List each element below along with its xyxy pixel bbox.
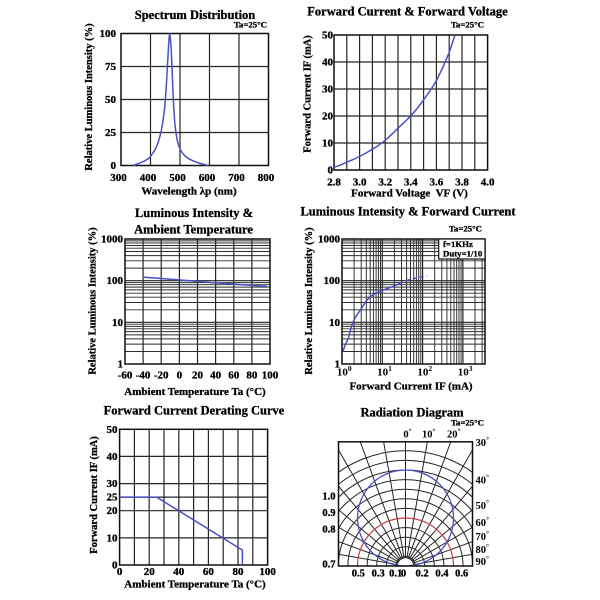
svg-text:Forward Voltage VF (V): Forward Voltage VF (V) [351,188,468,200]
svg-text:75: 75 [105,61,117,73]
svg-text:10: 10 [107,532,119,544]
svg-text:Ta=25°C: Ta=25°C [449,224,482,234]
svg-text:Forward Current Derating Curve: Forward Current Derating Curve [104,404,285,418]
svg-text:0.8: 0.8 [322,525,335,536]
svg-text:1.0: 1.0 [322,492,335,503]
svg-text:400: 400 [140,172,157,184]
svg-text:10: 10 [329,317,341,329]
svg-text:4.0: 4.0 [481,177,495,189]
svg-text:10: 10 [322,138,334,150]
svg-text:100: 100 [262,370,279,382]
svg-text:0.2: 0.2 [415,569,428,580]
svg-text:50°: 50° [476,498,490,512]
svg-text:Radiation Diagram: Radiation Diagram [360,406,464,420]
svg-text:2.8: 2.8 [327,177,341,189]
svg-text:60°: 60° [476,515,490,529]
svg-text:100: 100 [100,28,117,40]
svg-text:Ambient Temperature Ta (°C): Ambient Temperature Ta (°C) [124,579,266,591]
svg-text:Luminous Intensity &: Luminous Intensity & [135,206,253,220]
svg-text:40°: 40° [476,473,490,487]
svg-text:100: 100 [259,566,276,578]
svg-text:-60: -60 [118,370,133,382]
svg-text:Forward Current IF (mA): Forward Current IF (mA) [302,35,313,153]
svg-text:20°: 20° [447,427,461,441]
svg-text:80: 80 [246,370,258,382]
svg-text:3.0: 3.0 [353,177,367,189]
svg-text:0: 0 [112,560,118,572]
svg-text:40: 40 [210,370,222,382]
svg-text:60: 60 [203,566,215,578]
svg-text:3.6: 3.6 [430,177,444,189]
svg-text:Ta=25°C: Ta=25°C [234,20,267,30]
svg-text:0: 0 [177,370,183,382]
svg-text:Relative Luminous Intensity (%: Relative Luminous Intensity (%) [304,227,315,375]
svg-text:0: 0 [111,160,117,172]
svg-text:Forward Current & Forward Volt: Forward Current & Forward Voltage [307,5,508,19]
svg-text:40: 40 [322,57,334,69]
svg-text:40: 40 [173,566,185,578]
svg-text:30°: 30° [476,435,490,449]
svg-text:0: 0 [328,165,334,177]
svg-text:10°: 10° [422,427,436,441]
svg-text:0.9: 0.9 [322,508,335,519]
svg-text:700: 700 [228,172,245,184]
svg-text:Ta=25°C: Ta=25°C [451,418,484,428]
svg-text:50: 50 [107,424,119,436]
svg-text:Duty=1/10: Duty=1/10 [443,249,483,259]
svg-text:1000: 1000 [318,234,341,246]
svg-text:Ambient Temperature Ta (°C): Ambient Temperature Ta (°C) [124,386,266,398]
svg-text:80°: 80° [476,542,490,556]
svg-text:Ta=25°C: Ta=25°C [451,20,484,30]
svg-text:20: 20 [192,370,204,382]
svg-text:0.7: 0.7 [322,560,335,571]
svg-text:25: 25 [107,492,119,504]
svg-text:800: 800 [258,172,275,184]
svg-text:3.4: 3.4 [404,177,418,189]
svg-text:0: 0 [401,569,406,580]
svg-text:1: 1 [118,359,124,371]
svg-text:40: 40 [107,451,119,463]
svg-text:25: 25 [105,127,117,139]
svg-text:3.8: 3.8 [455,177,469,189]
svg-text:500: 500 [169,172,186,184]
svg-text:-20: -20 [154,370,169,382]
svg-text:Ambient Temperature: Ambient Temperature [134,223,253,237]
svg-text:Forward Current IF (mA): Forward Current IF (mA) [349,381,472,393]
svg-text:1: 1 [335,359,341,371]
svg-text:Wavelength λp (nm): Wavelength λp (nm) [141,186,237,198]
svg-text:100: 100 [324,275,341,287]
svg-text:f=1KHz: f=1KHz [443,239,473,249]
svg-text:1000: 1000 [101,234,124,246]
svg-text:-40: -40 [136,370,151,382]
svg-text:50: 50 [322,30,334,42]
svg-text:70°: 70° [476,529,490,543]
svg-text:Forward Current IF (mA): Forward Current IF (mA) [89,436,100,554]
svg-text:30: 30 [322,84,334,96]
svg-text:10: 10 [112,317,124,329]
svg-text:80: 80 [233,566,245,578]
svg-text:0.5: 0.5 [352,569,365,580]
svg-text:20: 20 [144,566,156,578]
svg-text:Spectrum Distribution: Spectrum Distribution [135,8,256,22]
svg-text:20: 20 [107,505,119,517]
svg-text:30: 30 [107,478,119,490]
svg-text:0.4: 0.4 [435,569,449,580]
svg-text:0.6: 0.6 [455,569,468,580]
svg-text:50: 50 [105,94,117,106]
svg-text:300: 300 [110,172,127,184]
svg-text:20: 20 [322,111,334,123]
svg-text:90°: 90° [476,554,490,568]
svg-text:Relative Luminous Intensity (%: Relative Luminous Intensity (%) [88,227,99,375]
svg-text:Relative Luminous Intensity (%: Relative Luminous Intensity (%) [84,23,95,171]
svg-text:0.1: 0.1 [389,569,402,580]
svg-text:600: 600 [199,172,216,184]
svg-text:100: 100 [107,275,124,287]
svg-text:60: 60 [228,370,240,382]
svg-text:0°: 0° [403,427,411,441]
svg-text:Luminous Intensity & Forward C: Luminous Intensity & Forward Current [300,205,516,219]
svg-text:3.2: 3.2 [378,177,392,189]
svg-text:0.3: 0.3 [372,569,385,580]
svg-text:0: 0 [117,566,123,578]
